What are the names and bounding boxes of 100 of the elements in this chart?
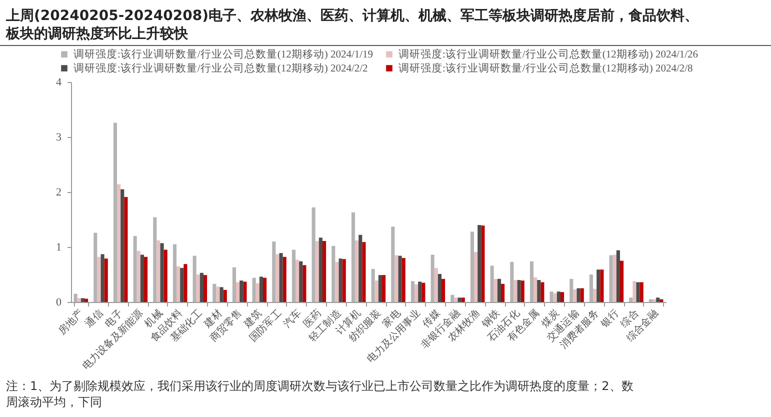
bar — [77, 298, 81, 302]
bar — [414, 284, 418, 302]
bar — [100, 254, 104, 302]
bar — [640, 282, 644, 302]
bar — [660, 299, 664, 302]
bar — [272, 242, 276, 302]
bar — [223, 290, 227, 302]
bar — [497, 278, 501, 302]
bar — [629, 298, 633, 302]
bar — [382, 275, 386, 302]
bar — [398, 256, 402, 302]
x-tick-label: 银行 — [598, 308, 622, 331]
bar — [510, 262, 514, 302]
bar — [160, 243, 164, 302]
bar — [530, 261, 534, 302]
bar — [315, 240, 319, 302]
bar — [481, 226, 485, 302]
bar — [570, 278, 574, 302]
text: 周滚动平均，下同 — [6, 394, 103, 410]
bar — [371, 269, 375, 302]
bar — [342, 259, 346, 302]
bar — [232, 267, 236, 302]
bar — [458, 298, 462, 302]
y-tick-label: 3 — [56, 132, 62, 144]
bar — [612, 254, 616, 302]
bar — [593, 288, 597, 302]
bar — [236, 282, 240, 302]
bar — [470, 232, 474, 302]
bar — [632, 281, 636, 302]
bar — [441, 278, 446, 302]
bar — [596, 270, 600, 302]
bar — [196, 274, 200, 302]
bar — [335, 262, 339, 302]
bar — [652, 299, 656, 302]
bar — [97, 256, 101, 302]
bar — [262, 278, 267, 302]
bar — [192, 256, 196, 302]
bar — [184, 264, 188, 302]
bar — [94, 232, 98, 302]
bar — [282, 256, 286, 302]
bar — [454, 298, 458, 302]
bar — [259, 276, 263, 302]
bar — [104, 258, 108, 302]
bar — [351, 212, 356, 302]
bar — [494, 278, 498, 302]
bar — [391, 226, 395, 302]
bar — [540, 282, 544, 302]
y-tick-label: 1 — [56, 242, 62, 254]
bar — [203, 275, 208, 302]
bar — [292, 250, 296, 302]
bar — [461, 298, 465, 302]
chart-title: 上周(20240205-20240208)电子、农林牧渔、医药、计算机、机械、军工等板块调研热度居前，食品饮料、板块的调研热度环比上升较快 — [5, 7, 698, 42]
bar — [474, 252, 478, 302]
bar — [322, 240, 326, 302]
bar — [418, 282, 422, 302]
bar — [648, 299, 653, 302]
bar — [434, 268, 438, 302]
y-tick-label: 4 — [56, 76, 62, 88]
bar — [256, 283, 260, 302]
bar — [153, 217, 157, 302]
bar — [430, 254, 434, 302]
bar — [620, 260, 624, 302]
bar — [517, 280, 521, 302]
bar — [216, 286, 220, 302]
bar — [556, 292, 560, 302]
bar — [609, 255, 613, 302]
bar — [478, 225, 482, 302]
bar — [74, 294, 78, 302]
bar — [402, 258, 406, 302]
bar — [200, 272, 204, 302]
bar — [332, 246, 336, 302]
legend-label: 调研强度:该行业调研数量/行业公司总数量(12期移动) 2024/2/2 — [74, 61, 368, 74]
bar — [636, 282, 640, 302]
bar — [600, 270, 604, 302]
bar — [362, 242, 366, 302]
bar — [176, 266, 180, 302]
bar — [438, 274, 442, 302]
bar — [573, 289, 577, 302]
bar — [422, 282, 426, 302]
x-tick-label: 汽车 — [281, 307, 304, 330]
bar — [553, 293, 557, 302]
bar — [180, 268, 184, 302]
y-tick-label: 0 — [56, 296, 62, 308]
bar — [580, 288, 584, 302]
bar — [394, 255, 398, 302]
bar — [172, 244, 177, 302]
bar — [355, 240, 359, 302]
bar — [616, 250, 620, 302]
bar — [80, 298, 84, 302]
bar — [550, 292, 554, 302]
legend-label: 调研强度:该行业调研数量/行业公司总数量(12期移动) 2024/1/19 — [74, 47, 374, 60]
bar — [338, 258, 342, 302]
bar — [120, 189, 124, 302]
bar — [220, 287, 224, 302]
bar — [358, 234, 362, 302]
bar — [156, 240, 160, 302]
bar — [410, 281, 415, 302]
bar — [243, 282, 247, 302]
bar — [136, 250, 140, 302]
bar — [124, 196, 128, 302]
